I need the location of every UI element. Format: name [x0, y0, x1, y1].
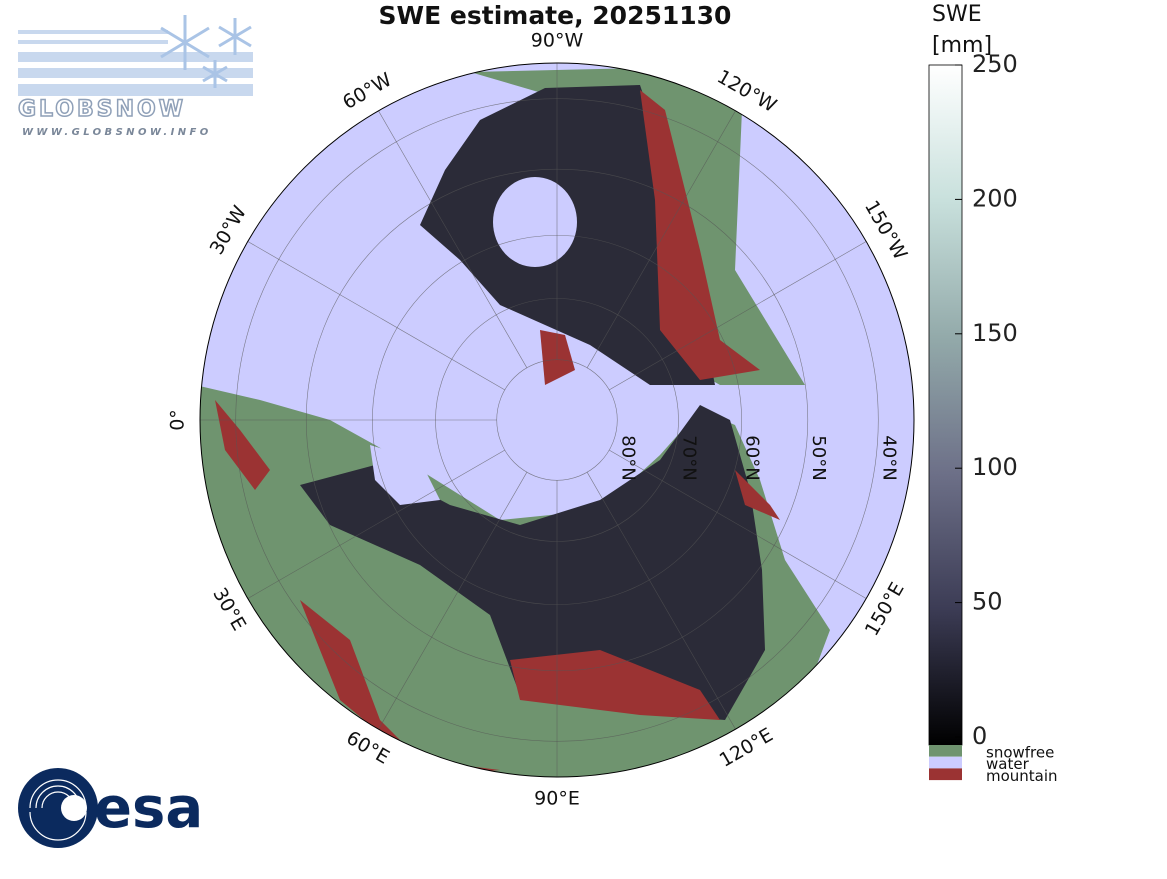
longitude-line — [247, 449, 505, 599]
esa-text: esa — [94, 776, 203, 841]
latitude-label: 60°N — [742, 435, 763, 480]
latitude-label: 40°N — [878, 435, 899, 480]
legend-swatch — [929, 745, 962, 757]
legend-label: snowfree — [986, 744, 1054, 762]
latitude-label: 70°N — [678, 435, 699, 480]
longitude-line — [609, 449, 867, 599]
longitude-line — [247, 241, 505, 391]
legend-label: water — [986, 755, 1030, 773]
mountain — [300, 600, 500, 775]
latitude-label: 80°N — [617, 435, 638, 480]
longitude-line — [586, 110, 736, 368]
longitude-label: 90°E — [534, 788, 580, 810]
legend-swatch — [929, 768, 962, 781]
colorbar-label: SWE — [932, 2, 982, 27]
legend-swatch — [929, 756, 962, 769]
longitude-line — [378, 472, 528, 730]
colorbar-tick-label: 200 — [972, 184, 1018, 212]
map: 80°N 70°N 60°N 50°N 40°N90°W120°W150°W60°W30… — [167, 30, 915, 810]
colorbar-tick-label: 0 — [972, 722, 987, 750]
longitude-line — [609, 241, 867, 391]
latitude-label: 50°N — [808, 435, 829, 480]
longitude-line — [586, 472, 736, 730]
land — [200, 68, 830, 777]
legend-label: mountain — [986, 767, 1058, 785]
colorbar-tick-label: 100 — [972, 453, 1018, 481]
colorbar-tick-label: 150 — [972, 319, 1018, 347]
longitude-label: 90°W — [531, 30, 584, 52]
mountain — [640, 90, 760, 380]
snow-cover — [300, 405, 765, 720]
mountain — [215, 400, 270, 490]
logo-text: GLOBSNOW — [18, 97, 186, 122]
logo-url: WWW.GLOBSNOW.INFO — [22, 127, 212, 138]
colorbar — [928, 64, 963, 746]
bay — [493, 177, 577, 267]
mountain — [510, 650, 720, 720]
longitude-label: 0° — [167, 409, 189, 431]
title: SWE estimate, 20251130 — [379, 1, 732, 30]
map-border — [199, 62, 915, 778]
colorbar-label: [mm] — [932, 33, 992, 58]
mountain — [540, 330, 575, 385]
sea — [370, 445, 440, 505]
esa-logo: esa — [18, 768, 203, 848]
longitude-line — [378, 110, 528, 368]
colorbar-tick-label: 50 — [972, 588, 1003, 616]
mountain — [735, 470, 780, 520]
globsnow-logo: GLOBSNOW WWW.GLOBSNOW.INFO — [17, 15, 253, 138]
colorbar-tick-label: 250 — [972, 50, 1018, 78]
